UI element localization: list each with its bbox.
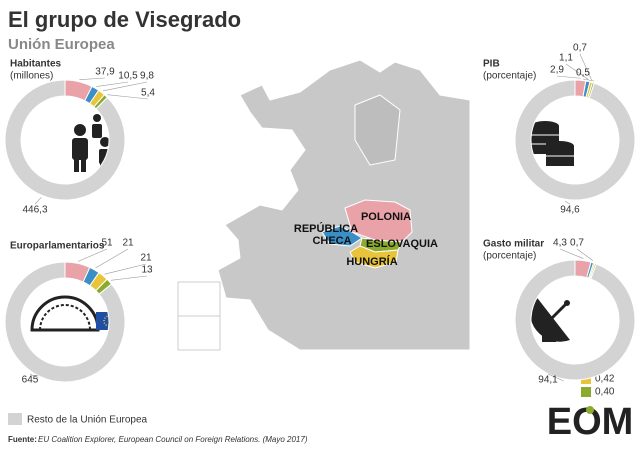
chart-subtitle: (millones): [10, 71, 53, 82]
satellite-icon: [529, 295, 570, 342]
parliament-icon: [30, 295, 122, 332]
leader-line: [104, 263, 147, 275]
map-label: HUNGRÍA: [346, 255, 397, 268]
leader-line: [556, 75, 581, 79]
value-label: 0,5: [576, 68, 590, 79]
poland: [344, 199, 413, 243]
value-label: 21: [140, 253, 152, 264]
leader-line: [547, 373, 564, 382]
land: [354, 94, 401, 166]
value-label: 2,9: [550, 65, 564, 76]
value-label: 51: [101, 238, 113, 249]
leader-line: [559, 248, 584, 259]
subtitle: Unión Europea: [8, 36, 115, 53]
chart-title: Habitantes: [10, 59, 62, 70]
chart-title: PIB: [483, 59, 500, 70]
coins-icon: [531, 121, 574, 166]
legend-swatch: [8, 413, 22, 425]
logo-dot: [586, 406, 594, 414]
value-label: 94,1: [538, 375, 558, 386]
value-label: 10,5: [118, 71, 138, 82]
title: El grupo de Visegrado: [8, 7, 241, 32]
map-label: REPÚBLICA: [294, 222, 358, 235]
donut-slice: [514, 259, 636, 381]
source-text: EU Coalition Explorer, European Council …: [38, 435, 308, 444]
value-label: 1,1: [559, 53, 573, 64]
leader-line: [102, 81, 148, 92]
value-label: 5,4: [141, 88, 155, 99]
chart-title: Europarlamentarios: [10, 241, 105, 252]
inset-frame: [177, 281, 221, 317]
value-label: 37,9: [95, 67, 115, 78]
value-label: 4,3: [553, 238, 567, 249]
value-label: 0,42: [595, 374, 615, 385]
value-label: 94,6: [560, 205, 580, 216]
value-label: 9,8: [140, 71, 154, 82]
leader-line: [78, 248, 108, 262]
inset-frame: [177, 315, 221, 351]
donut-slice: [4, 261, 126, 383]
map-label: CHECA: [312, 235, 351, 247]
leader-line: [95, 248, 129, 269]
value-label: 0,40: [595, 387, 615, 398]
leader-line: [34, 197, 42, 205]
value-label: 13: [141, 265, 153, 276]
chart-subtitle: (porcentaje): [483, 251, 536, 262]
leader-line: [579, 53, 593, 81]
leader-line: [110, 275, 148, 281]
legend-swatch: [581, 387, 591, 397]
leader-line: [107, 94, 149, 100]
chart-title: Gasto militar: [483, 239, 544, 250]
value-label: 645: [22, 375, 39, 386]
leader-line: [96, 81, 129, 87]
leader-line: [565, 63, 589, 80]
map-label: ESLOVAQUIA: [366, 238, 438, 250]
value-label: 446,3: [22, 205, 47, 216]
leader-line: [564, 200, 571, 205]
value-label: 0,7: [573, 43, 587, 54]
legend-label: Resto de la Unión Europea: [27, 415, 148, 426]
land: [217, 59, 471, 351]
hungary: [349, 245, 399, 269]
leader-line: [582, 78, 595, 82]
value-label: 0,7: [570, 238, 584, 249]
donut-slice: [4, 79, 126, 201]
source-label: Fuente:: [8, 435, 37, 444]
value-label: 21: [122, 238, 134, 249]
chart-subtitle: (porcentaje): [483, 71, 536, 82]
map-label: POLONIA: [361, 211, 411, 223]
leader-line: [29, 373, 39, 379]
donut-slice: [514, 79, 636, 201]
leader-line: [79, 77, 106, 80]
map: POLONIA REPÚBLICA CHECA ESLOVAQUIA HUNGR…: [177, 59, 471, 351]
leader-line: [576, 248, 594, 261]
